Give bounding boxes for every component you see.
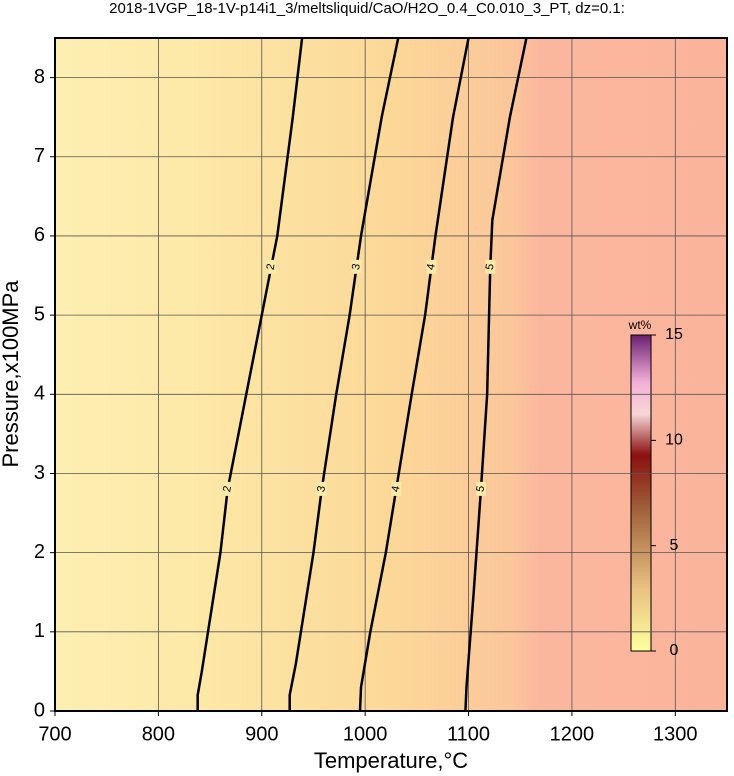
x-tick-label: 700 xyxy=(38,723,71,745)
x-tick-label: 900 xyxy=(245,723,278,745)
contour-label-bg xyxy=(266,259,277,274)
contour-label: 2 xyxy=(221,485,234,493)
contour-line xyxy=(196,38,304,711)
x-tick-label: 1300 xyxy=(653,723,698,745)
colorbar-label: wt% xyxy=(628,318,652,332)
contour-line xyxy=(288,38,400,711)
chart-title: 2018-1VGP_18-1V-p14i1_3/meltsliquid/CaO/… xyxy=(109,0,625,17)
colorbar-tick-label: 5 xyxy=(670,537,679,554)
contour-label-bg xyxy=(485,259,496,274)
contour-label: 5 xyxy=(474,485,487,493)
contour-label-bg xyxy=(316,481,327,496)
x-axis-label: Temperature,°C xyxy=(314,748,468,773)
contour-label: 4 xyxy=(425,263,438,271)
plot-frame xyxy=(54,37,728,712)
y-tick-label: 3 xyxy=(34,462,45,484)
colorbar xyxy=(630,334,652,652)
x-tick-label: 1000 xyxy=(343,723,388,745)
contour-label: 4 xyxy=(390,485,403,493)
contour-label: 5 xyxy=(484,263,497,271)
y-tick-label: 5 xyxy=(34,303,45,325)
y-tick-label: 0 xyxy=(34,699,45,721)
y-tick-label: 1 xyxy=(34,620,45,642)
x-tick-label: 1200 xyxy=(550,723,595,745)
y-tick-label: 6 xyxy=(34,224,45,246)
x-tick-label: 1100 xyxy=(447,723,490,745)
y-tick-label: 4 xyxy=(34,383,45,405)
colorbar-tick-label: 0 xyxy=(670,642,679,659)
y-tick-label: 2 xyxy=(34,541,45,563)
plot-background xyxy=(55,38,727,711)
contour-label-bg xyxy=(222,481,233,496)
contour-label: 3 xyxy=(315,485,328,493)
y-axis-label: Pressure,x100MPa xyxy=(0,280,23,468)
contour-line xyxy=(358,38,470,711)
contour-label-bg xyxy=(351,259,362,274)
contour-label: 2 xyxy=(265,263,278,271)
colorbar-tick-label: 10 xyxy=(665,432,683,449)
colorbar-tick-label: 15 xyxy=(665,326,683,343)
contour-label-bg xyxy=(475,481,486,496)
contour-label-bg xyxy=(391,481,402,496)
contour-label-bg xyxy=(426,259,437,274)
x-tick-label: 800 xyxy=(142,723,175,745)
y-tick-label: 8 xyxy=(34,66,45,88)
contour-label: 3 xyxy=(350,263,363,271)
y-tick-label: 7 xyxy=(34,145,45,167)
contour-line xyxy=(464,38,528,711)
